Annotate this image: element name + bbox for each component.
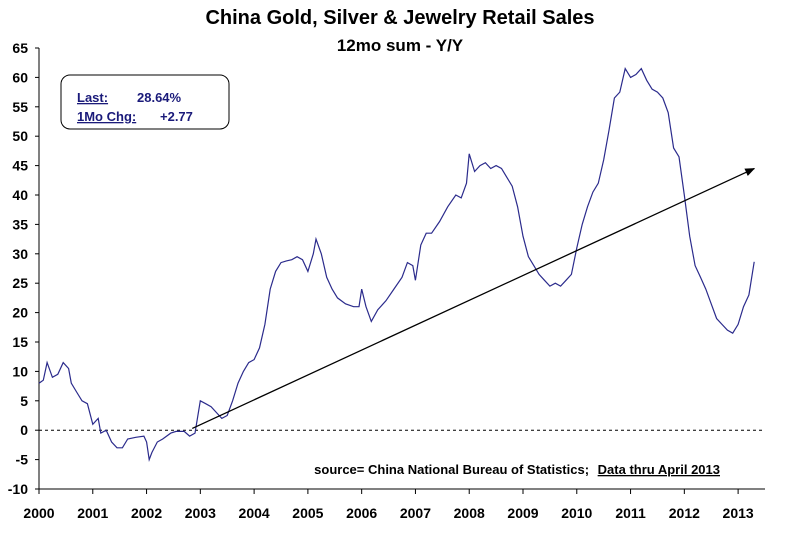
y-tick-label: 55: [12, 99, 28, 115]
x-tick-label: 2006: [346, 505, 377, 521]
x-tick-label: 2001: [77, 505, 108, 521]
stats-box: Last: 28.64% 1Mo Chg: +2.77: [60, 74, 230, 130]
y-tick-label: 40: [12, 187, 28, 203]
y-tick-label: 10: [12, 363, 28, 379]
y-tick-label: 45: [12, 158, 28, 174]
y-tick-label: 50: [12, 128, 28, 144]
chart-subtitle: 12mo sum - Y/Y: [337, 36, 464, 55]
axes: [38, 48, 765, 490]
y-tick-label: 20: [12, 305, 28, 321]
y-tick-label: 5: [20, 393, 28, 409]
last-label: Last:: [77, 90, 108, 105]
source-note: source= China National Bureau of Statist…: [314, 462, 720, 477]
change-label: 1Mo Chg:: [77, 109, 136, 124]
source-date: Data thru April 2013: [598, 462, 720, 477]
y-tick-label: 65: [12, 40, 28, 56]
y-tick-label: -5: [16, 452, 29, 468]
y-tick-label: -10: [8, 481, 28, 497]
change-value: +2.77: [160, 109, 193, 124]
x-tick-label: 2000: [23, 505, 54, 521]
x-tick-label: 2012: [669, 505, 700, 521]
y-tick-label: 15: [12, 334, 28, 350]
y-tick-label: 60: [12, 69, 28, 85]
x-tick-label: 2005: [292, 505, 323, 521]
source-prefix: source= China National Bureau of Statist…: [314, 462, 589, 477]
x-tick-label: 2011: [615, 505, 646, 521]
x-tick-label: 2010: [561, 505, 592, 521]
y-axis-ticks: -10 -5 0 5 10 15 20 25 30 35 40 45 50 55 60 65: [8, 40, 39, 497]
chart-title: China Gold, Silver & Jewelry Retail Sale…: [205, 7, 594, 29]
trend-arrow: [191, 167, 756, 430]
y-tick-label: 30: [12, 246, 28, 262]
x-tick-label: 2003: [185, 505, 216, 521]
series-line: [38, 67, 755, 462]
x-tick-label: 2008: [454, 505, 485, 521]
x-tick-label: 2013: [723, 505, 754, 521]
x-axis-ticks: 2000 2001 2002 2003 2004 2005 2006 2007 2008 2009…: [23, 489, 754, 521]
last-value: 28.64%: [137, 90, 182, 105]
x-tick-label: 2007: [400, 505, 431, 521]
y-tick-label: 35: [12, 216, 28, 232]
y-tick-label: 25: [12, 275, 28, 291]
x-tick-label: 2002: [131, 505, 162, 521]
x-tick-label: 2004: [239, 505, 270, 521]
x-tick-label: 2009: [507, 505, 538, 521]
y-tick-label: 0: [20, 422, 28, 438]
